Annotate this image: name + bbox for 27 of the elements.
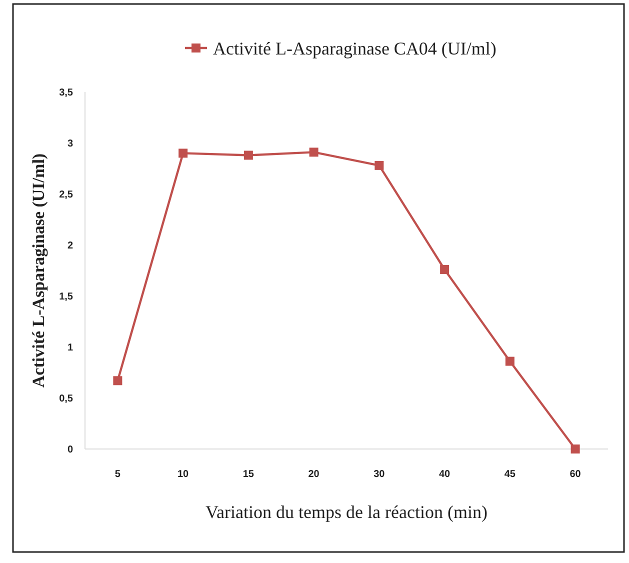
y-axis-title: Activité L-Asparaginase (UI/ml): [29, 153, 48, 388]
x-tick-label: 5: [114, 469, 121, 480]
y-tick-label: 1,5: [59, 292, 74, 302]
y-tick-label: 2: [67, 240, 74, 252]
y-tick-label: 1: [67, 342, 74, 354]
legend-label: Activité L-Asparaginase CA04 (UI/ml): [213, 38, 496, 58]
x-tick-label: 10: [178, 469, 190, 480]
point: [374, 160, 384, 170]
x-tick-label: 20: [308, 469, 320, 480]
point: [570, 444, 580, 454]
y-tick-label: 3,5: [59, 88, 74, 98]
x-tick-label: 40: [439, 469, 451, 480]
point: [505, 356, 514, 366]
x-tick-label: 15: [242, 469, 254, 480]
x-tick-label: 45: [504, 469, 516, 480]
point: [178, 148, 188, 158]
x-axis-title: Variation du temps de la réaction (min): [206, 502, 488, 522]
y-tick-label: 2,5: [59, 190, 74, 200]
point: [113, 376, 122, 386]
point: [244, 150, 253, 160]
y-tick-label: 3: [67, 138, 74, 150]
y-tick-label: 0: [67, 444, 74, 456]
point: [440, 264, 450, 274]
x-tick-label: 60: [570, 469, 582, 480]
y-tick-label: 0,5: [59, 394, 74, 404]
point: [309, 148, 318, 157]
x-tick-label: 30: [374, 469, 386, 480]
